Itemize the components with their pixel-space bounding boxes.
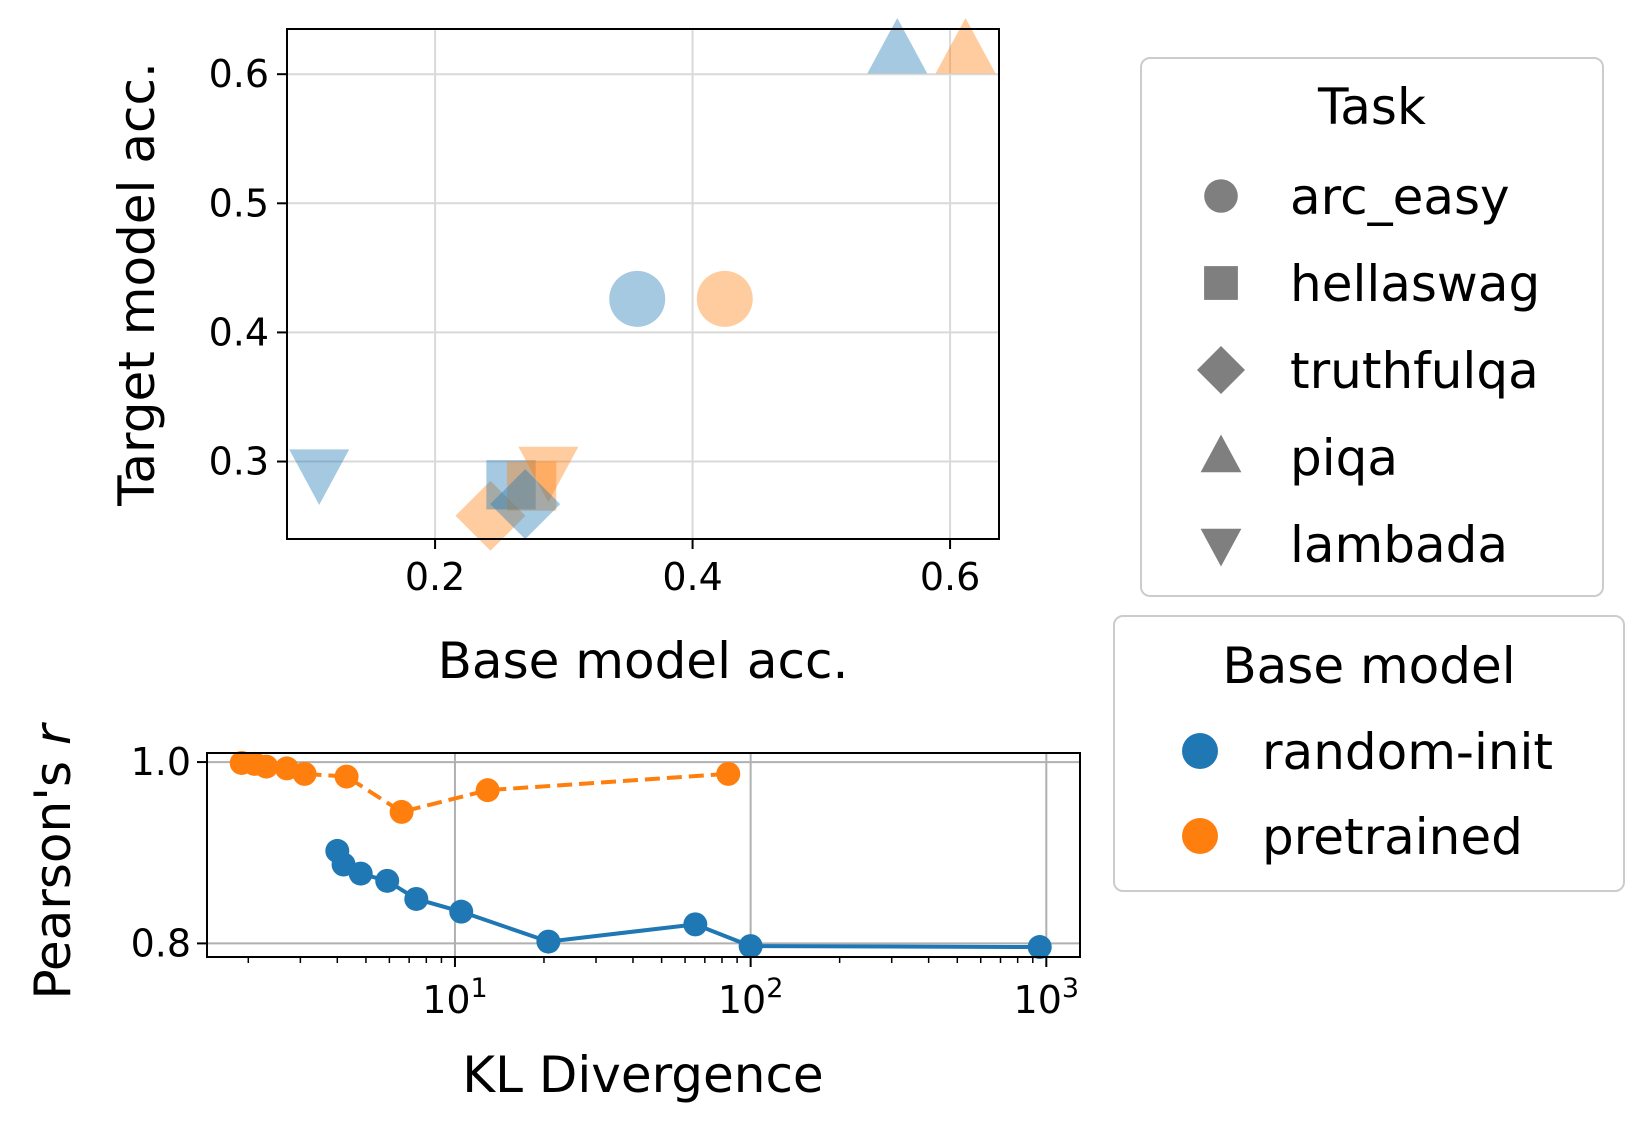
scatter-points: [289, 17, 996, 551]
scatter-point-arc_easy-random-init: [609, 270, 666, 327]
scatter-point-hellaswag-random-init: [486, 460, 536, 510]
scatter-point-piqa-pretrained: [935, 17, 996, 74]
series-point-random-init: [449, 899, 474, 924]
scatter-chart: 0.2 0.4 0.6 0.3 0.4 0.5 0.6 Base model acc. Ta…: [108, 17, 1000, 690]
series-point-pretrained: [334, 764, 359, 789]
scatter-point-hellaswag-pretrained: [506, 461, 557, 511]
scatter-x-axis-label: Base model acc.: [438, 632, 849, 690]
legend-task-items: arc_easy hellaswag truthfulqa piqa lambada: [1197, 168, 1540, 574]
line-y-axis-label-var: r: [24, 721, 82, 745]
legend-model-marker-icon: [1182, 733, 1218, 769]
scatter-y-tick-label: 0.5: [209, 181, 269, 225]
line-x-tick-label: 102: [718, 973, 784, 1022]
scatter-point-lambada-pretrained: [518, 446, 579, 503]
legend-task: Task arc_easy hellaswag truthfulqa piqa lamb…: [1140, 57, 1604, 597]
scatter-x-tick-label: 0.6: [920, 555, 980, 599]
scatter-point-arc_easy-pretrained: [696, 270, 753, 327]
legend-model-frame: [1113, 615, 1625, 892]
series-point-pretrained: [389, 799, 414, 824]
line-y-axis-label-prefix: Pearson's: [24, 745, 82, 999]
series-point-pretrained: [292, 761, 317, 786]
legend-model: Base model random-init pretrained: [1113, 615, 1625, 892]
legend-task-label: hellaswag: [1290, 255, 1540, 313]
triangle-up-marker-icon: [1200, 434, 1242, 473]
scatter-point-truthfulqa-pretrained: [455, 480, 526, 551]
circle-marker-icon: [1204, 179, 1238, 213]
series-point-random-init: [404, 886, 429, 911]
scatter-ticks: 0.2 0.4 0.6 0.3 0.4 0.5 0.6: [209, 52, 981, 599]
legend-model-label: random-init: [1262, 723, 1553, 781]
scatter-y-tick-label: 0.4: [209, 310, 269, 354]
scatter-point-piqa-random-init: [867, 17, 928, 74]
legend-model-title: Base model: [1222, 637, 1515, 695]
scatter-x-tick-label: 0.2: [405, 555, 465, 599]
line-series: [229, 750, 1052, 960]
series-point-pretrained: [254, 754, 279, 779]
line-y-tick-label: 1.0: [131, 740, 191, 784]
scatter-x-tick-label: 0.4: [662, 555, 722, 599]
series-point-random-init: [348, 861, 373, 886]
scatter-y-tick-label: 0.6: [209, 52, 269, 96]
line-x-tick-label: 101: [422, 973, 488, 1022]
series-point-random-init: [1027, 935, 1052, 960]
legend-model-marker-icon: [1182, 818, 1218, 854]
series-point-random-init: [683, 912, 708, 937]
line-plot-frame: [206, 752, 1081, 958]
legend-task-label: lambada: [1290, 516, 1508, 574]
scatter-point-truthfulqa-random-init: [490, 469, 561, 540]
triangle-down-marker-icon: [1200, 528, 1242, 567]
series-point-pretrained: [475, 778, 500, 803]
scatter-grid: [287, 29, 999, 539]
series-line-pretrained: [241, 760, 729, 815]
line-grid: [207, 753, 1080, 957]
line-chart: 101 102 103 0.8 1.0 KL Divergence Pearson's …: [24, 721, 1081, 1104]
series-point-random-init: [375, 868, 400, 893]
series-point-random-init: [536, 929, 561, 954]
scatter-y-tick-label: 0.3: [209, 440, 269, 484]
legend-model-items: random-init pretrained: [1182, 723, 1553, 866]
line-ticks: 101 102 103 0.8 1.0: [131, 740, 1080, 1022]
line-y-axis-label: Pearson's r: [24, 721, 82, 999]
line-x-axis-label: KL Divergence: [462, 1046, 823, 1104]
legend-model-label: pretrained: [1262, 808, 1523, 866]
legend-task-label: arc_easy: [1290, 168, 1510, 226]
series-point-pretrained: [716, 761, 741, 786]
series-point-random-init: [738, 934, 763, 959]
legend-task-title: Task: [1317, 78, 1426, 136]
line-x-tick-label: 103: [1014, 973, 1080, 1022]
legend-task-label: piqa: [1290, 429, 1398, 487]
diamond-marker-icon: [1197, 346, 1245, 394]
scatter-y-axis-label: Target model acc.: [108, 62, 166, 507]
line-y-tick-label: 0.8: [131, 921, 191, 965]
scatter-plot-frame: [286, 28, 1000, 540]
legend-task-label: truthfulqa: [1290, 342, 1539, 400]
scatter-point-lambada-random-init: [289, 449, 350, 505]
legend-task-frame: [1140, 57, 1604, 597]
square-marker-icon: [1204, 266, 1238, 300]
